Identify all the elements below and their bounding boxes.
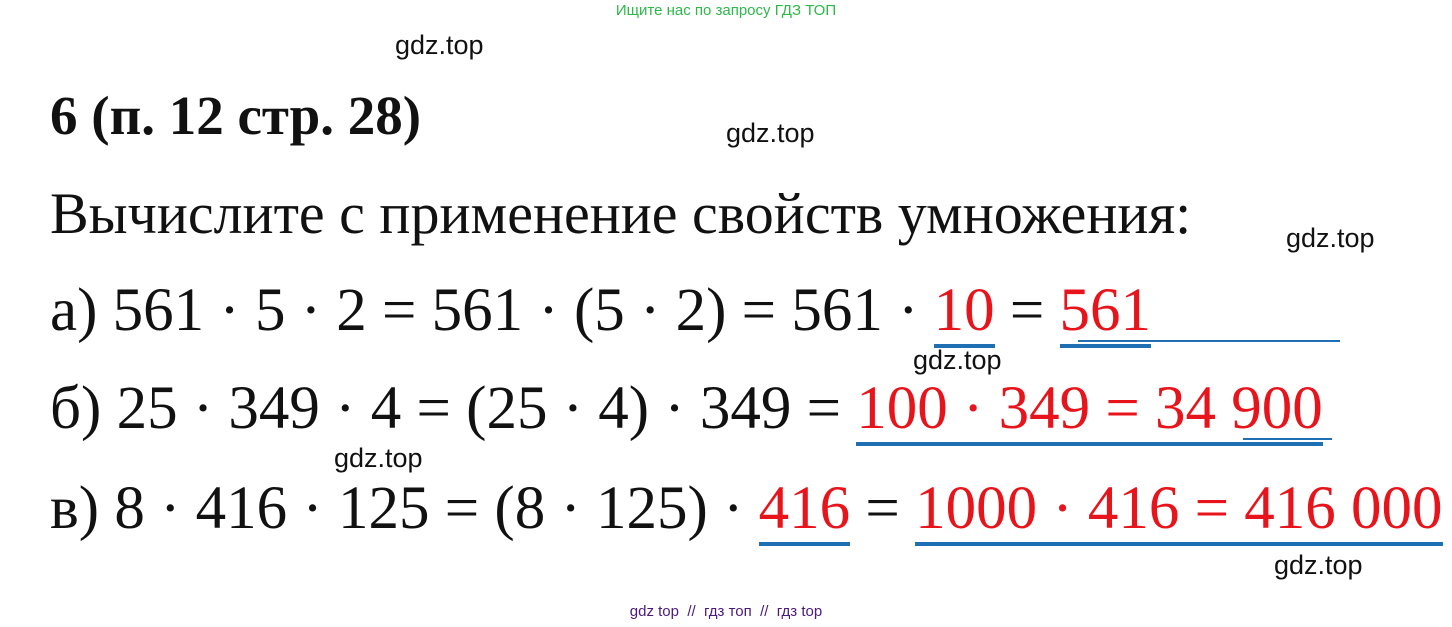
answer: 561	[1059, 277, 1152, 348]
footer-watermark: gdz top // гдз топ // гдз top	[629, 603, 823, 620]
equation-text: а) 561 · 5 · 2 = 561 · (5 · 2) = 561 ·	[50, 277, 934, 344]
equation-text: б) 25 · 349 · 4 = (25 · 4) · 349 =	[50, 375, 857, 442]
watermark: gdz.top	[726, 118, 815, 148]
answer-line	[1078, 340, 1340, 342]
equation-c: в) 8 · 416 · 125 = (8 · 125) · 416 = 100…	[50, 474, 1443, 546]
answer-line	[1243, 438, 1332, 440]
watermark: gdz.top	[1274, 550, 1363, 580]
watermark: gdz.top	[395, 30, 484, 60]
answer: 416	[758, 475, 851, 546]
equation-text: =	[850, 475, 916, 542]
exercise-title: 6 (п. 12 стр. 28)	[50, 85, 422, 146]
equation-text: в) 8 · 416 · 125 = (8 · 125) ·	[50, 475, 759, 542]
equation-b: б) 25 · 349 · 4 = (25 · 4) · 349 = 100 ·…	[50, 374, 1323, 446]
answer: 100 · 349 = 34 900	[856, 375, 1323, 446]
task-text: Вычислите с применение свойств умножения…	[50, 181, 1192, 246]
equation-text: =	[994, 277, 1060, 344]
answer: 1000 · 416 = 416 000	[915, 475, 1443, 546]
watermark: gdz.top	[1286, 223, 1375, 253]
answer: 10	[933, 277, 995, 348]
header-banner: Ищите нас по запросу ГДЗ ТОП	[615, 2, 837, 19]
watermark: gdz.top	[334, 443, 423, 473]
equation-a: а) 561 · 5 · 2 = 561 · (5 · 2) = 561 · 1…	[50, 276, 1152, 348]
watermark: gdz.top	[913, 345, 1002, 375]
